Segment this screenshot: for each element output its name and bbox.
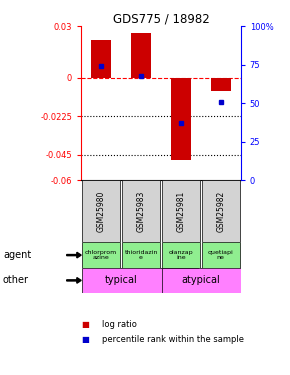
Bar bbox=[202, 242, 240, 268]
Text: quetiapi
ne: quetiapi ne bbox=[208, 250, 234, 261]
Text: GSM25982: GSM25982 bbox=[216, 190, 225, 232]
Bar bbox=[82, 180, 120, 242]
Bar bbox=[162, 242, 200, 268]
Bar bbox=[162, 180, 200, 242]
Text: atypical: atypical bbox=[182, 275, 220, 285]
Bar bbox=[202, 180, 240, 242]
Text: GSM25983: GSM25983 bbox=[137, 190, 146, 232]
Text: other: other bbox=[3, 275, 29, 285]
Title: GDS775 / 18982: GDS775 / 18982 bbox=[113, 12, 209, 25]
Bar bbox=[122, 180, 160, 242]
Text: thioridazin
e: thioridazin e bbox=[124, 250, 158, 261]
Bar bbox=[211, 78, 231, 91]
Text: log ratio: log ratio bbox=[102, 320, 136, 329]
Text: olanzap
ine: olanzap ine bbox=[168, 250, 193, 261]
Text: ■: ■ bbox=[81, 335, 89, 344]
Text: ■: ■ bbox=[81, 320, 89, 329]
Bar bbox=[82, 268, 198, 292]
Text: GSM25980: GSM25980 bbox=[97, 190, 106, 232]
Bar bbox=[162, 268, 278, 292]
Text: agent: agent bbox=[3, 250, 31, 260]
Bar bbox=[122, 242, 160, 268]
Text: GSM25981: GSM25981 bbox=[176, 190, 185, 232]
Text: chlorprom
azine: chlorprom azine bbox=[85, 250, 117, 261]
Bar bbox=[91, 40, 111, 78]
Text: typical: typical bbox=[105, 275, 137, 285]
Bar bbox=[171, 78, 191, 160]
Bar bbox=[131, 33, 151, 78]
Text: percentile rank within the sample: percentile rank within the sample bbox=[102, 335, 244, 344]
Bar bbox=[82, 242, 120, 268]
